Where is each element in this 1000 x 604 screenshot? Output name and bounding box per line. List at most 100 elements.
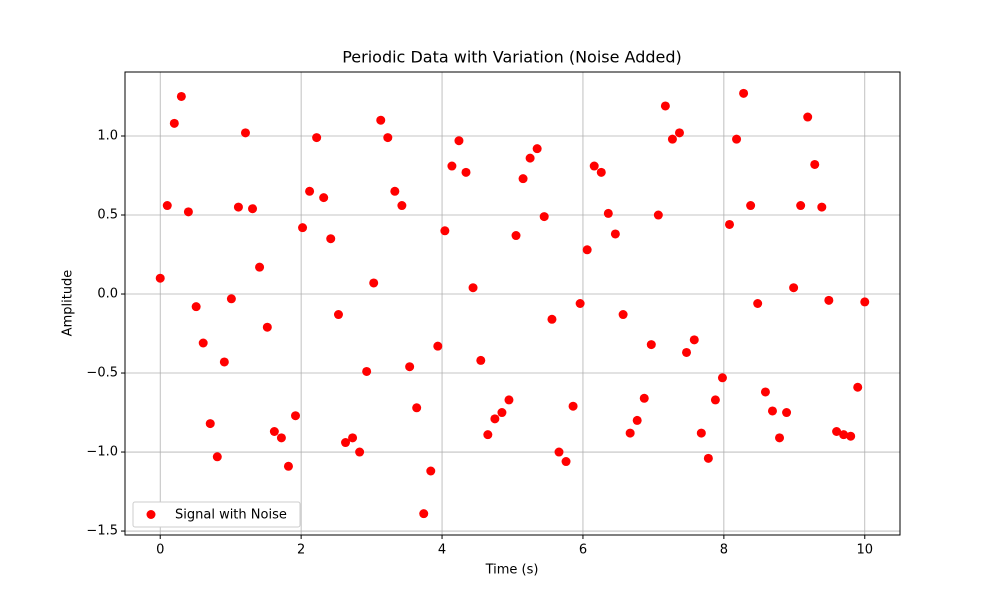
legend-box	[132, 501, 301, 528]
point	[639, 393, 649, 403]
plot-frame	[124, 71, 901, 536]
point	[717, 373, 727, 383]
point	[846, 431, 856, 441]
x-tick-label: 2	[297, 543, 305, 558]
point	[461, 167, 471, 177]
x-tick-label: 8	[720, 543, 728, 558]
point	[739, 88, 749, 98]
point	[269, 426, 279, 436]
point	[191, 302, 201, 312]
point	[853, 382, 863, 392]
point	[276, 433, 286, 443]
y-tick-label: 0.0	[97, 287, 118, 302]
point	[362, 366, 372, 376]
point	[155, 273, 165, 283]
point	[782, 408, 792, 418]
point	[554, 447, 564, 457]
point	[291, 411, 300, 421]
y-axis-label: Amplitude	[61, 270, 76, 337]
point	[817, 202, 827, 212]
point	[732, 134, 742, 144]
point	[575, 299, 585, 308]
point	[589, 161, 599, 171]
point	[539, 212, 549, 222]
point	[355, 447, 365, 457]
point	[725, 219, 734, 229]
y-tick-label: −1.5	[86, 524, 118, 539]
point	[454, 136, 464, 146]
point	[219, 357, 229, 367]
point	[240, 128, 250, 138]
point	[312, 133, 322, 143]
point	[390, 186, 400, 196]
point	[860, 297, 870, 307]
point	[547, 314, 557, 324]
x-tick-label: 6	[579, 543, 587, 558]
point	[369, 278, 379, 288]
point	[497, 408, 507, 418]
point	[674, 128, 684, 138]
point	[341, 438, 351, 448]
point	[405, 362, 415, 372]
point	[775, 433, 785, 443]
point	[839, 430, 849, 440]
point	[582, 245, 592, 255]
point	[412, 403, 422, 413]
point	[440, 226, 450, 236]
x-axis-label: Time (s)	[485, 563, 539, 578]
point	[305, 186, 315, 196]
point	[767, 406, 777, 416]
x-tick-label: 4	[438, 543, 446, 558]
point	[426, 466, 436, 476]
point	[262, 322, 272, 332]
point	[226, 294, 236, 304]
point	[383, 133, 393, 143]
point	[667, 134, 677, 144]
point	[298, 223, 308, 233]
point	[255, 262, 265, 272]
point	[710, 395, 720, 405]
point	[248, 204, 258, 214]
point	[333, 310, 343, 320]
x-tick-label: 10	[856, 543, 873, 558]
point	[162, 201, 172, 211]
point	[824, 295, 834, 305]
point	[596, 167, 606, 177]
point	[183, 207, 193, 217]
point	[319, 193, 329, 203]
x-tick-label: 0	[156, 543, 164, 558]
point	[625, 428, 635, 438]
point	[419, 509, 429, 519]
point	[447, 161, 457, 171]
point	[476, 355, 486, 365]
point	[832, 426, 842, 436]
point	[689, 335, 699, 345]
point	[176, 91, 186, 101]
point	[490, 414, 500, 424]
point	[746, 201, 756, 211]
point	[610, 229, 620, 239]
point	[433, 341, 443, 351]
point	[789, 283, 799, 293]
point	[646, 340, 656, 350]
point	[169, 118, 179, 128]
point	[233, 202, 243, 212]
point	[283, 461, 293, 471]
point	[632, 415, 642, 425]
point	[760, 387, 770, 397]
legend-marker	[146, 510, 156, 519]
point	[348, 433, 358, 443]
y-tick-label: −0.5	[86, 366, 118, 381]
point	[212, 452, 222, 462]
point	[810, 159, 820, 169]
point	[532, 144, 542, 154]
y-tick-label: 1.0	[97, 128, 118, 143]
point	[525, 153, 535, 163]
point	[653, 210, 663, 220]
y-tick-label: 0.5	[97, 208, 118, 223]
point	[397, 201, 407, 211]
point	[518, 174, 528, 184]
point	[561, 457, 571, 467]
point	[603, 208, 613, 218]
point	[468, 283, 478, 293]
